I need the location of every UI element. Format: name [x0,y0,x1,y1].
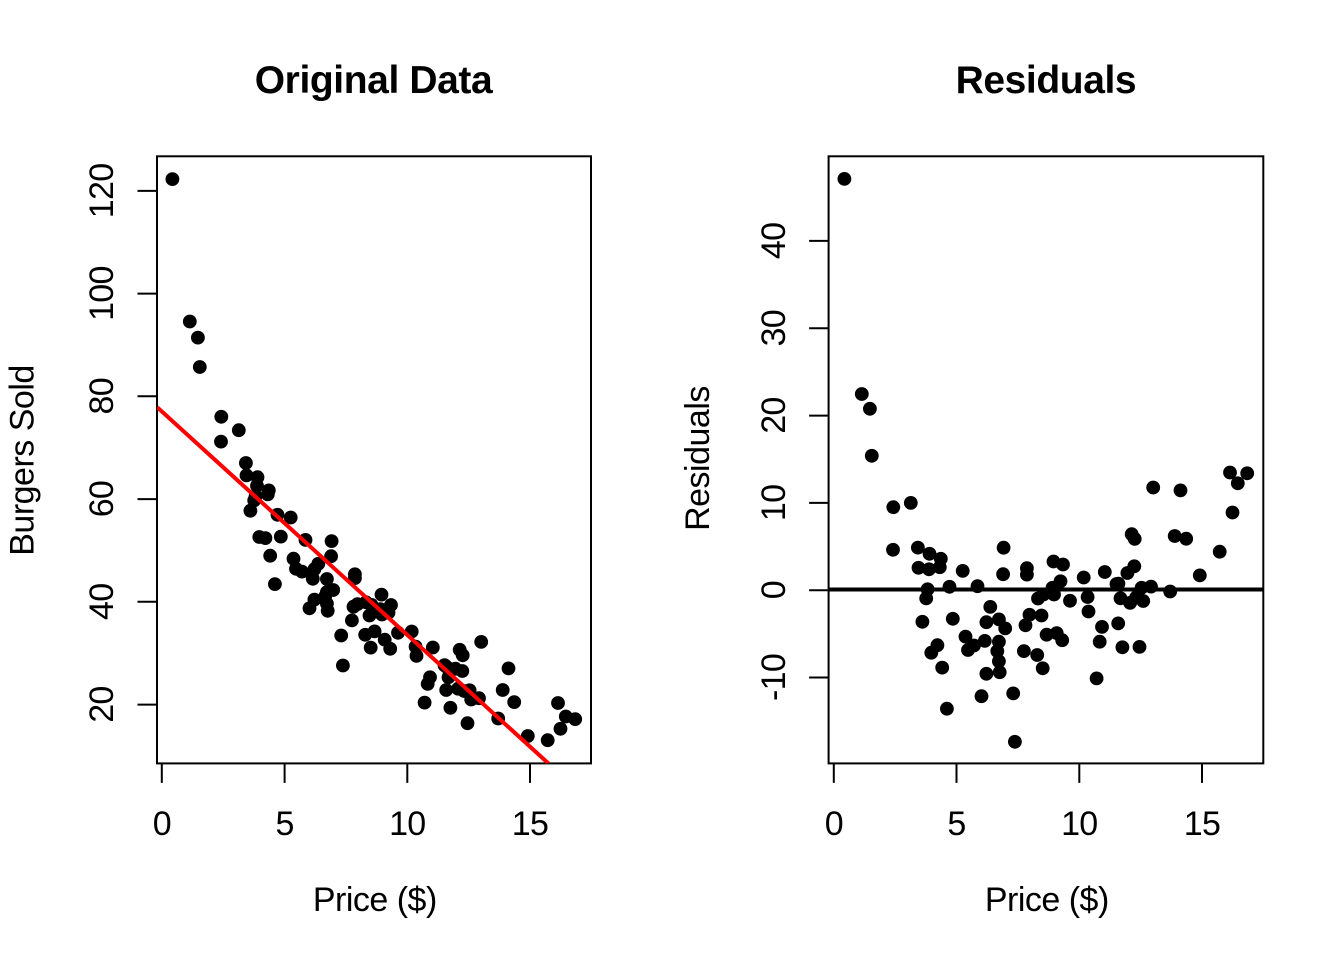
svg-text:120: 120 [83,164,121,219]
svg-text:15: 15 [1184,805,1220,843]
svg-text:5: 5 [275,805,293,843]
svg-text:Price ($): Price ($) [313,881,437,919]
svg-text:Residuals: Residuals [956,59,1137,102]
svg-text:80: 80 [83,378,121,414]
svg-text:Original Data: Original Data [255,59,493,102]
svg-text:0: 0 [755,581,793,599]
svg-text:0: 0 [825,805,843,843]
svg-text:20: 20 [83,686,121,722]
svg-text:20: 20 [755,397,793,433]
svg-text:0: 0 [153,805,171,843]
svg-text:40: 40 [755,223,793,259]
svg-text:100: 100 [83,266,121,321]
svg-text:40: 40 [83,584,121,620]
svg-text:5: 5 [947,805,965,843]
svg-text:-10: -10 [755,654,793,701]
svg-text:10: 10 [1061,805,1097,843]
svg-text:15: 15 [512,805,548,843]
svg-text:Price ($): Price ($) [985,881,1109,919]
svg-text:10: 10 [389,805,425,843]
svg-text:60: 60 [83,481,121,517]
svg-text:30: 30 [755,310,793,346]
svg-text:Burgers Sold: Burgers Sold [4,365,42,556]
svg-text:10: 10 [755,485,793,521]
svg-text:Residuals: Residuals [679,386,717,531]
